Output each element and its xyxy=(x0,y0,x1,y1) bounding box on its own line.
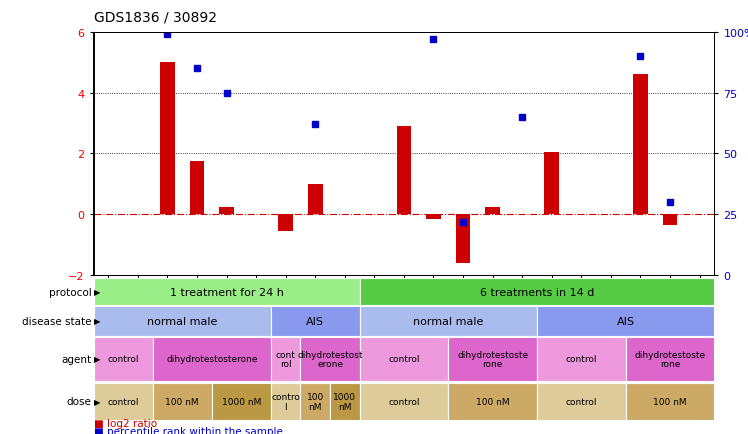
Text: control: control xyxy=(107,397,139,406)
Bar xyxy=(94,337,153,381)
Text: AIS: AIS xyxy=(616,316,634,326)
Text: 1000
nM: 1000 nM xyxy=(334,392,356,411)
Bar xyxy=(189,161,204,215)
Text: disease state: disease state xyxy=(22,316,91,326)
Bar xyxy=(153,383,212,420)
Text: ■ percentile rank within the sample: ■ percentile rank within the sample xyxy=(94,426,283,434)
Text: ▶: ▶ xyxy=(94,355,101,364)
Text: 100 nM: 100 nM xyxy=(165,397,199,406)
Bar xyxy=(448,337,537,381)
Bar xyxy=(360,278,714,306)
Text: dihydrotestoste
rone: dihydrotestoste rone xyxy=(457,350,528,368)
Text: ▶: ▶ xyxy=(94,397,101,406)
Text: control: control xyxy=(565,397,597,406)
Bar xyxy=(153,337,271,381)
Bar xyxy=(545,152,559,215)
Bar xyxy=(94,278,360,306)
Bar xyxy=(360,337,448,381)
Text: control: control xyxy=(565,355,597,364)
Bar xyxy=(278,215,293,232)
Bar xyxy=(330,383,360,420)
Bar xyxy=(360,306,537,336)
Bar xyxy=(271,383,301,420)
Text: dihydrotestost
erone: dihydrotestost erone xyxy=(297,350,363,368)
Bar xyxy=(301,383,330,420)
Bar xyxy=(160,63,175,215)
Text: control: control xyxy=(388,397,420,406)
Text: ■ log2 ratio: ■ log2 ratio xyxy=(94,418,156,428)
Bar xyxy=(219,207,234,215)
Text: control: control xyxy=(107,355,139,364)
Bar xyxy=(94,383,153,420)
Bar xyxy=(537,306,714,336)
Text: 1 treatment for 24 h: 1 treatment for 24 h xyxy=(170,287,283,297)
Bar xyxy=(625,337,714,381)
Text: dihydrotestoste
rone: dihydrotestoste rone xyxy=(634,350,705,368)
Text: normal male: normal male xyxy=(147,316,218,326)
Bar xyxy=(94,306,271,336)
Bar xyxy=(426,215,441,220)
Text: 1000 nM: 1000 nM xyxy=(221,397,261,406)
Bar xyxy=(456,215,470,263)
Bar xyxy=(396,127,411,215)
Text: dose: dose xyxy=(67,397,91,406)
Bar xyxy=(271,306,360,336)
Text: protocol: protocol xyxy=(49,287,91,297)
Text: control: control xyxy=(388,355,420,364)
Text: agent: agent xyxy=(61,354,91,364)
Text: 100 nM: 100 nM xyxy=(476,397,509,406)
Text: normal male: normal male xyxy=(413,316,483,326)
Bar xyxy=(625,383,714,420)
Bar xyxy=(212,383,271,420)
Text: dihydrotestosterone: dihydrotestosterone xyxy=(166,355,257,364)
Bar xyxy=(537,383,625,420)
Bar xyxy=(308,184,322,215)
Bar xyxy=(360,383,448,420)
Text: 100 nM: 100 nM xyxy=(653,397,687,406)
Text: contro
l: contro l xyxy=(272,392,300,411)
Text: ▶: ▶ xyxy=(94,287,101,296)
Bar xyxy=(663,215,678,226)
Text: ▶: ▶ xyxy=(94,317,101,326)
Bar xyxy=(537,337,625,381)
Text: 100
nM: 100 nM xyxy=(307,392,324,411)
Bar xyxy=(633,75,648,215)
Bar xyxy=(485,207,500,215)
Bar xyxy=(448,383,537,420)
Text: cont
rol: cont rol xyxy=(276,350,295,368)
Bar xyxy=(271,337,301,381)
Text: AIS: AIS xyxy=(306,316,324,326)
Text: GDS1836 / 30892: GDS1836 / 30892 xyxy=(94,11,216,25)
Bar xyxy=(301,337,360,381)
Text: 6 treatments in 14 d: 6 treatments in 14 d xyxy=(479,287,594,297)
